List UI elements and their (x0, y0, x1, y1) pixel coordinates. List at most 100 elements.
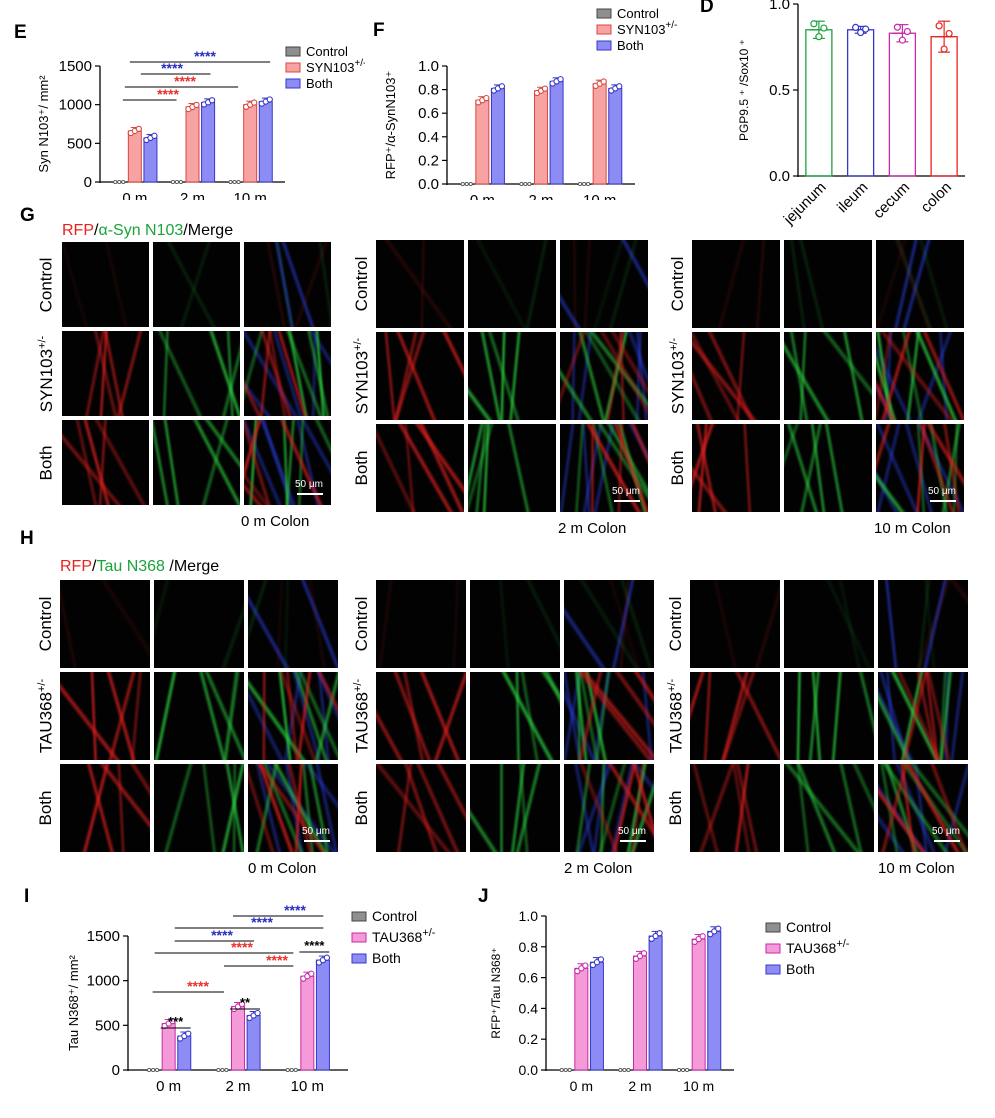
significance-label: **** (161, 60, 183, 76)
data-point (498, 83, 506, 90)
y-tick-label: 0.2 (519, 1031, 539, 1047)
micrograph-merge-both (564, 764, 654, 852)
header-tau: Tau N368 (96, 558, 165, 575)
data-point (285, 1067, 290, 1073)
data-point (541, 85, 549, 92)
micrograph-green-both (784, 424, 872, 512)
legend-swatch (596, 24, 612, 35)
micrograph-red-both (376, 424, 464, 512)
row-label-superscript: +/- (352, 678, 364, 693)
micrograph-green-mutant (784, 672, 874, 760)
y-tick-label: 0.8 (418, 82, 439, 99)
row-label-text: SYN103 (352, 350, 372, 415)
row-label: TAU368+/- (666, 672, 686, 760)
row-label-superscript: +/- (36, 678, 48, 693)
micrograph-merge-control (248, 580, 338, 668)
bar (648, 935, 663, 1071)
legend-swatch (285, 78, 301, 89)
data-point (266, 96, 273, 103)
y-tick-label: 0.2 (418, 152, 439, 169)
micrograph-merge-control (878, 580, 968, 668)
row-label: TAU368+/- (36, 672, 56, 760)
bar (549, 80, 564, 185)
panel-label-i: I (24, 886, 30, 907)
chart-d: 0.0 0.5 1.0 PGP9.5 ⁺ /Sox10 ⁺ jejunum ileumce… (737, 0, 965, 229)
micrograph-green-mutant (153, 331, 240, 416)
x-tick-label: jejunum (780, 179, 830, 229)
micrograph-merge-control (876, 240, 964, 328)
panel-label-h: H (20, 528, 34, 549)
x-tick-label: 10 m (583, 192, 616, 200)
data-point (685, 1067, 690, 1073)
data-point (460, 181, 465, 187)
legend-entry: Control (617, 6, 659, 21)
data-point (862, 25, 870, 33)
data-point (208, 97, 216, 104)
y-tick-label: 500 (67, 135, 92, 152)
micrograph-red-control (690, 580, 780, 668)
bar (143, 137, 158, 183)
legend-swatch (285, 46, 301, 57)
row-label-text: Both (36, 445, 55, 480)
group-caption: 2 m Colon (564, 860, 633, 877)
data-point (945, 29, 953, 38)
micrograph-merge-mutant (876, 332, 964, 420)
data-point (232, 179, 237, 185)
x-tick-label: 2 m (180, 190, 205, 200)
panel-label-g: G (20, 205, 35, 226)
micrograph-red-control (376, 580, 466, 668)
bar (127, 130, 142, 183)
data-point (228, 179, 233, 185)
scale-bar-label: 50 μm (928, 486, 956, 497)
legend-entry: SYN103+/- (306, 58, 365, 75)
panel-label-j: J (478, 886, 489, 907)
panel-g-header: RFP/α-Syn N103/Merge (62, 222, 233, 240)
data-point (527, 181, 532, 187)
y-tick-label: 0.5 (769, 82, 790, 99)
micrograph-red-mutant (62, 331, 149, 416)
micrograph-merge-both (876, 424, 964, 512)
y-tick-label: 1000 (87, 973, 120, 990)
data-point (238, 1001, 246, 1008)
y-axis-label: RFP⁺/α-SynN103⁺ (383, 71, 398, 180)
row-label-text: Control (36, 257, 55, 312)
data-point (251, 99, 258, 106)
x-tick-label: 0 m (122, 190, 147, 200)
micrograph-merge-both (878, 764, 968, 852)
group-caption: 0 m Colon (241, 513, 310, 530)
y-tick-label: 0.0 (769, 168, 790, 185)
row-label: Control (36, 242, 56, 327)
y-tick-label: 0.0 (418, 176, 439, 193)
panel-h-header: RFP/Tau N368 /Merge (60, 558, 219, 576)
row-label: TAU368+/- (352, 672, 372, 760)
header-merge: /Merge (183, 222, 234, 239)
bar (592, 83, 607, 185)
row-label-text: TAU368 (352, 692, 372, 754)
bar (589, 961, 604, 1071)
bar (258, 101, 273, 183)
y-axis-label: RFP⁺/Tau N368⁺ (489, 947, 503, 1038)
legend-swatch (285, 62, 301, 73)
data-point (170, 179, 175, 185)
significance-label: ** (240, 995, 251, 1010)
data-point (626, 1067, 631, 1073)
bar (243, 104, 258, 183)
bar (161, 1023, 176, 1071)
legend-entry: Both (306, 76, 333, 91)
y-tick-label: 0.8 (519, 939, 539, 955)
micrograph-merge-mutant (560, 332, 648, 420)
row-label-text: Control (352, 596, 371, 652)
data-point (468, 181, 473, 187)
data-point (174, 179, 179, 185)
scale-bar (934, 840, 960, 842)
data-point (193, 101, 200, 109)
micrograph-green-both (153, 420, 240, 505)
legend-entry: Control (372, 908, 417, 924)
y-axis-label: Tau N368⁺/ mm² (66, 954, 81, 1050)
data-point (151, 132, 158, 139)
legend-entry: TAU368+/- (372, 927, 436, 945)
bar (691, 938, 706, 1071)
micrograph-merge-both (560, 424, 648, 512)
row-label-text: TAU368 (666, 692, 686, 754)
legend-swatch (351, 911, 367, 922)
